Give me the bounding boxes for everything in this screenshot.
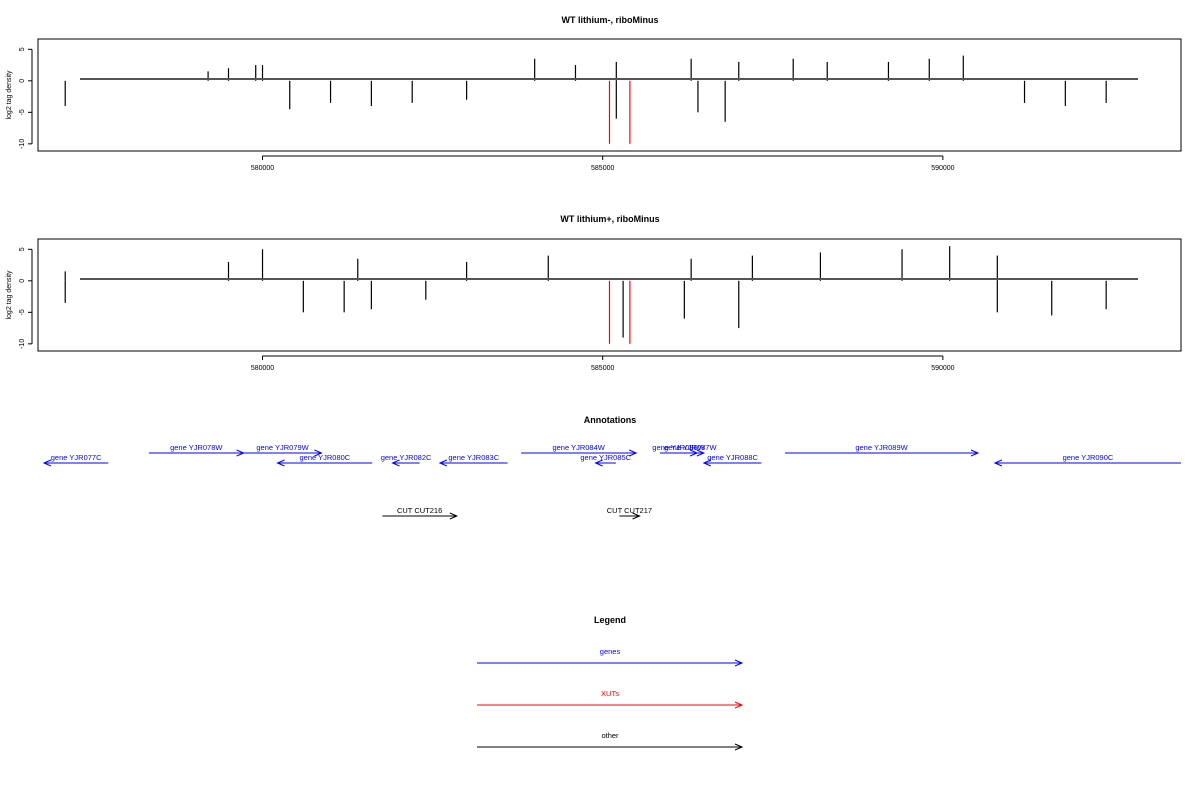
- annotation-arrow-head: [276, 459, 285, 467]
- gene-label: gene YJR083C: [448, 453, 499, 462]
- panel-2-title: WT lithium+, riboMinus: [560, 214, 659, 224]
- gene-annotation: gene YJR079W: [243, 443, 323, 457]
- gene-label: gene YJR080C: [299, 453, 350, 462]
- panel-1-x-axis: 580000 585000 590000: [251, 155, 955, 172]
- gene-label: gene YJR090C: [1063, 453, 1114, 462]
- x-tick-label: 585000: [591, 365, 614, 372]
- annotations-title: Annotations: [584, 415, 637, 425]
- cut-label: CUT CUT217: [607, 506, 652, 515]
- x-tick-label: 590000: [931, 165, 954, 172]
- annotation-arrow-head: [632, 512, 641, 520]
- panel-2-frame: [37, 238, 1182, 352]
- cut-label: CUT CUT216: [397, 506, 442, 515]
- annotation-arrow-head: [734, 659, 744, 667]
- panel-2-bars: [64, 246, 1107, 344]
- gene-annotation: gene YJR083C: [438, 453, 508, 467]
- gene-label: gene YJR082C: [381, 453, 432, 462]
- gene-label: gene YJR077C: [51, 453, 102, 462]
- gene-label: gene YJR087W: [664, 443, 717, 452]
- annotation-arrow-head: [696, 449, 706, 457]
- annotation-arrow-head: [702, 459, 712, 467]
- y-tick-label: -10: [19, 139, 26, 149]
- annotation-arrow-head: [42, 459, 52, 467]
- gene-annotation: gene YJR080C: [276, 453, 373, 467]
- panel-lithium-plus: WT lithium+, riboMinus 5 0 -5 -10 580000 585…: [6, 214, 1182, 372]
- annotation-arrow-head: [734, 743, 744, 751]
- y-tick-label: 0: [19, 79, 26, 83]
- gene-annotation: gene YJR088C: [702, 453, 762, 467]
- panel-2-x-axis: 580000 585000 590000: [251, 355, 955, 372]
- panel-lithium-minus: WT lithium-, riboMinus 5 0 -5 -10 580000 585…: [6, 15, 1182, 172]
- cut-annotation: CUT CUT217: [607, 506, 652, 520]
- annotation-arrow-head: [970, 449, 980, 457]
- x-tick-label: 580000: [251, 365, 274, 372]
- annotations-panel: Annotations gene YJR077C gene YJR078W gene…: [42, 415, 1181, 520]
- y-tick-label: -5: [19, 309, 26, 315]
- gene-annotation: gene YJR078W: [148, 443, 245, 457]
- cut-annotation: CUT CUT216: [382, 506, 459, 520]
- annotation-arrow-head: [438, 459, 448, 467]
- gene-annotation: gene YJR084W: [521, 443, 638, 457]
- panel-1-title: WT lithium-, riboMinus: [562, 15, 659, 25]
- y-tick-label: -10: [19, 339, 26, 349]
- panel-1-y-label: log2 tag density: [6, 70, 13, 120]
- gene-label: gene YJR086W: [652, 443, 705, 452]
- gene-label: gene YJR089W: [855, 443, 908, 452]
- x-tick-label: 585000: [591, 165, 614, 172]
- annotation-arrow-head: [993, 459, 1003, 467]
- panel-1-y-axis: 5 0 -5 -10: [19, 47, 33, 149]
- annotation-arrow-head: [628, 449, 638, 457]
- gene-annotation: gene YJR082C: [381, 453, 432, 467]
- gene-annotation: gene YJR090C: [993, 453, 1181, 467]
- panel-2-y-axis: 5 0 -5 -10: [19, 247, 33, 349]
- gene-label: gene YJR084W: [552, 443, 605, 452]
- y-tick-label: 5: [19, 47, 26, 51]
- x-tick-label: 590000: [931, 365, 954, 372]
- annotation-arrow-head: [314, 449, 323, 457]
- x-tick-label: 580000: [251, 165, 274, 172]
- legend-label: other: [601, 731, 619, 740]
- panel-1-bars: [64, 55, 1107, 144]
- legend-label: XUTs: [601, 689, 619, 698]
- legend-panel: Legend genes XUTs other: [477, 615, 744, 751]
- annotation-arrow-head: [594, 459, 603, 467]
- legend-item: XUTs: [477, 689, 744, 709]
- legend-item: genes: [477, 647, 744, 667]
- gene-label: gene YJR088C: [707, 453, 758, 462]
- gene-annotation: gene YJR077C: [42, 453, 109, 467]
- gene-label: gene YJR078W: [170, 443, 223, 452]
- gene-label: gene YJR085C: [580, 453, 631, 462]
- annotation-arrow-head: [449, 512, 459, 520]
- legend-title: Legend: [594, 615, 626, 625]
- y-tick-label: -5: [19, 109, 26, 115]
- gene-annotation: gene YJR089W: [785, 443, 980, 457]
- panel-2-y-label: log2 tag density: [6, 270, 13, 320]
- y-tick-label: 5: [19, 247, 26, 251]
- y-tick-label: 0: [19, 279, 26, 283]
- legend-label: genes: [600, 647, 621, 656]
- panel-1-frame: [37, 38, 1182, 152]
- annotation-arrow-head: [734, 701, 744, 709]
- annotation-arrow-head: [391, 459, 400, 467]
- gene-annotation: gene YJR087W: [664, 443, 717, 457]
- gene-label: gene YJR079W: [256, 443, 309, 452]
- gene-annotation: gene YJR085C: [580, 453, 632, 467]
- legend-items: genes XUTs other: [477, 647, 744, 751]
- legend-item: other: [477, 731, 744, 751]
